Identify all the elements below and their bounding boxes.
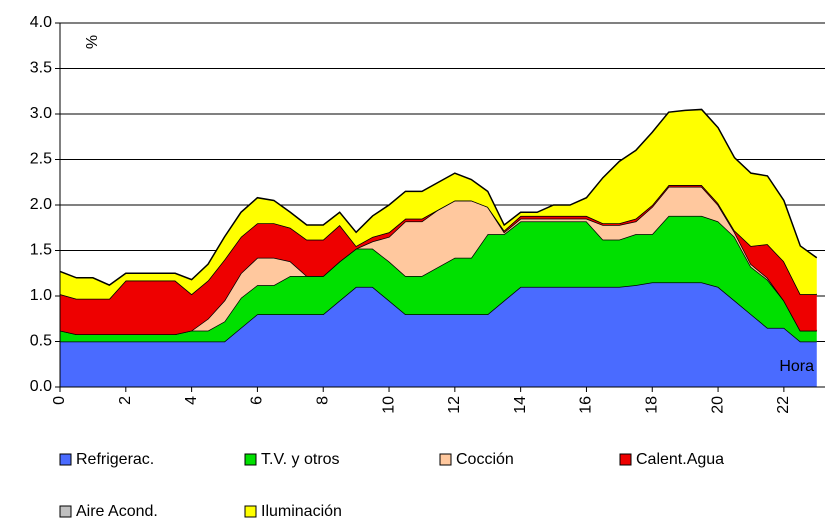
x-tick-label: 6 (249, 396, 266, 405)
x-tick-label: 2 (117, 396, 134, 405)
legend-swatch (59, 453, 72, 466)
area (60, 282, 817, 387)
x-tick-label: 0 (51, 396, 68, 405)
y-tick-label: 2.0 (30, 196, 52, 213)
x-label: Hora (779, 358, 814, 375)
legend-swatch (244, 505, 257, 518)
y-tick-label: 1.5 (30, 242, 52, 259)
y-tick-label: 3.5 (30, 60, 52, 77)
y-tick-label: 0.5 (30, 333, 52, 350)
x-tick-label: 8 (314, 396, 331, 405)
areas (59, 108, 818, 387)
legend-swatch (59, 505, 72, 518)
x-tick-label: 14 (512, 396, 529, 414)
area (60, 215, 817, 342)
axes: 0.0 0.5 1.0 1.5 2.0 2.5 3.0 3.5 4.0 0 2 4 6 8 10 12 14 16… (30, 14, 825, 414)
legend-label: Aire Acond. (76, 503, 158, 520)
y-tick-label: 4.0 (30, 14, 52, 31)
y-unit: % (82, 35, 99, 49)
area (60, 184, 817, 335)
y-tick-label: 1.0 (30, 287, 52, 304)
legend-swatch (439, 453, 452, 466)
y-tick-label: 2.5 (30, 151, 52, 168)
legend-label: Refrigerac. (76, 451, 154, 468)
x-tick-label: 16 (578, 396, 595, 414)
legend-swatch (244, 453, 257, 466)
x-tick-label: 4 (183, 396, 200, 405)
legend-label: T.V. y otros (261, 451, 340, 468)
x-tick-label: 18 (643, 396, 660, 414)
y-tick-label: 3.0 (30, 105, 52, 122)
x-tick-label: 20 (709, 396, 726, 414)
x-tick-label: 12 (446, 396, 463, 414)
legend-label: Cocción (456, 451, 514, 468)
x-tick-label: 10 (380, 396, 397, 414)
area-edge (59, 108, 818, 286)
x-tick-label: 22 (775, 396, 792, 414)
y-tick-label: 0.0 (30, 378, 52, 395)
legend-swatch (619, 453, 632, 466)
area (60, 109, 817, 299)
legend-label: Iluminación (261, 503, 342, 520)
legend-label: Calent.Agua (636, 451, 724, 468)
